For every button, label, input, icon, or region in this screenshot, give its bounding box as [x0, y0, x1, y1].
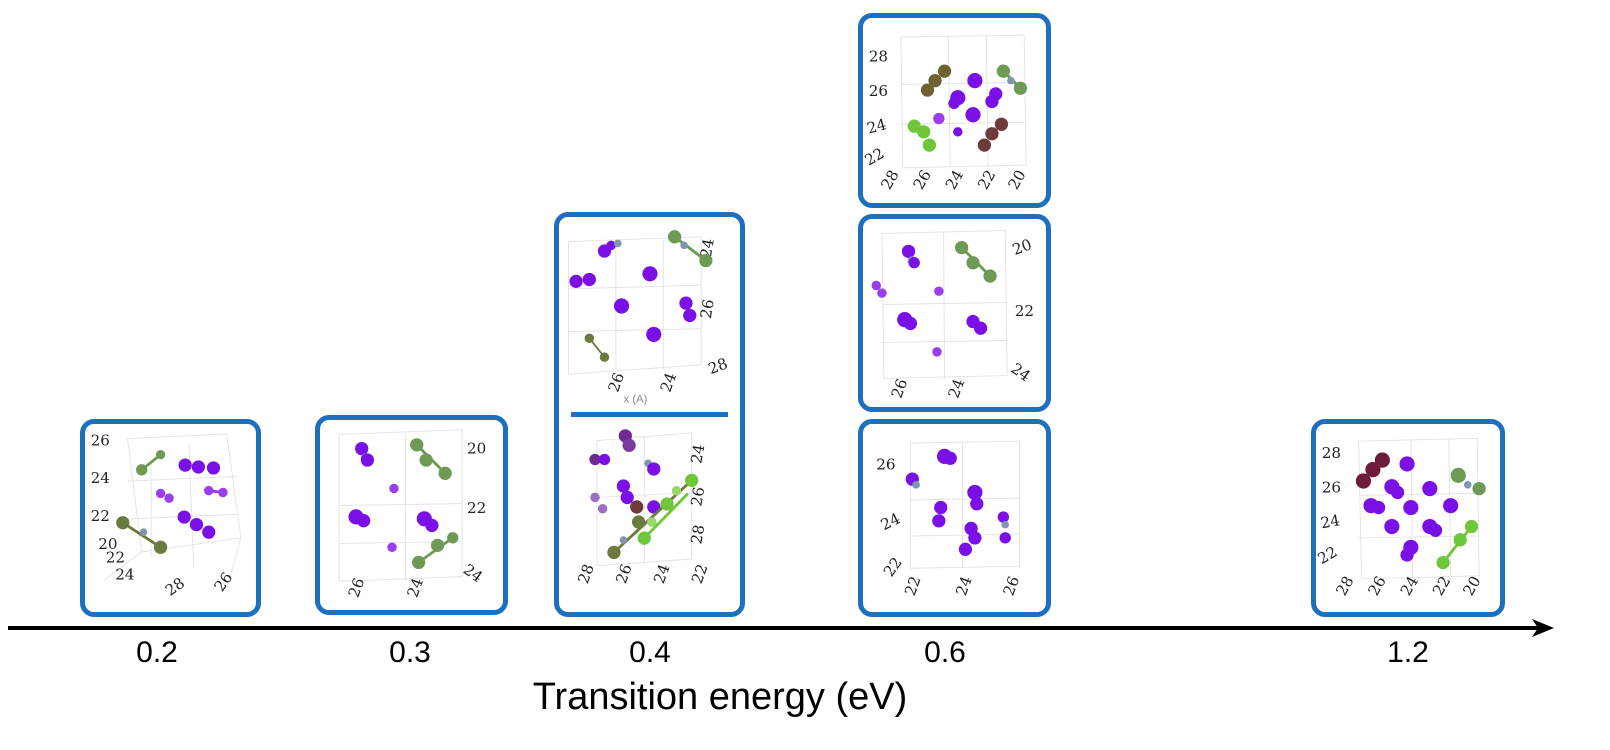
atoms: [116, 449, 228, 554]
tick-label: 20: [1004, 167, 1029, 193]
tick-label: 24: [942, 167, 967, 193]
molecule-plot-0-4: 24 26 28 26 24 x (A) 24 26 28 28 26 24 2…: [568, 230, 730, 586]
tick-label: 24: [697, 237, 718, 259]
tick-label: 28: [706, 354, 730, 378]
structure-panel-0-2: 26 24 22 20 22 24 28 26: [80, 419, 261, 617]
tick-label: 22: [974, 167, 999, 193]
atoms: [1355, 452, 1486, 570]
tick-label: 24: [91, 469, 110, 487]
tick-label: 24: [650, 562, 674, 586]
tick-label: 26: [687, 485, 708, 507]
tick-label: 22: [880, 554, 906, 580]
tick-label: 26: [888, 376, 912, 400]
molecule-plot-0-6-bottom: 26 24 22 22 24 26: [876, 440, 1024, 598]
tick-label: 26: [612, 562, 636, 586]
tick-label: 26: [1365, 573, 1390, 599]
structure-panel-1-2: 28 26 24 22 28 26 24 22 20: [1311, 419, 1505, 617]
tick-label: 22: [863, 144, 887, 169]
tick-label: 22: [1015, 302, 1034, 320]
tick-label: 24: [1319, 511, 1341, 532]
tick-label: 26: [869, 82, 888, 100]
tick-label: 22: [688, 562, 712, 586]
molecule-plot-0-2: 26 24 22 20 22 24 28 26: [91, 431, 242, 600]
tick-label: 28: [574, 562, 598, 586]
tick-label: 24: [460, 560, 486, 586]
tick-label: 26: [1000, 574, 1024, 598]
tick-label: 24: [952, 574, 976, 598]
tick-label: 24: [1008, 359, 1034, 385]
tick-label: 26: [697, 298, 718, 320]
tick-label: 22: [91, 507, 110, 525]
tick-label: 24: [945, 376, 969, 400]
tick-label: 20: [1459, 573, 1484, 599]
axis-arrowhead: [1532, 619, 1554, 637]
atoms: [871, 240, 997, 357]
tick-label: 28: [1322, 444, 1341, 462]
tick-label: 20: [467, 439, 486, 457]
tick-label: 24: [404, 576, 428, 600]
atoms-lower: [589, 429, 699, 560]
axis-label-0-3: 0.3: [389, 636, 431, 669]
structure-panel-0-3: 20 22 24 26 24: [315, 415, 508, 615]
tick-label: 26: [211, 569, 237, 595]
axis-label-0-2: 0.2: [136, 636, 178, 669]
tick-label: 24: [115, 565, 134, 583]
tick-label: 24: [865, 115, 888, 137]
tick-label: 20: [98, 535, 117, 553]
tick-label: 28: [877, 167, 902, 193]
tick-label: 26: [1322, 478, 1341, 496]
axis-label-0-4: 0.4: [629, 636, 671, 669]
molecule-plot-0-3: 20 22 24 26 24: [338, 429, 486, 600]
tick-label: 22: [1316, 543, 1340, 568]
tick-label: 24: [657, 370, 681, 394]
tick-label: 22: [467, 499, 486, 517]
atoms: [348, 438, 459, 570]
structure-panel-0-6-top: 28 26 24 22 28 26 24 22 20: [858, 13, 1051, 208]
atoms: [907, 64, 1028, 152]
molecule-plot-1-2: 28 26 24 22 28 26 24 22 20: [1316, 437, 1486, 599]
molecule-plot-0-6-top: 28 26 24 22 28 26 24 22 20: [863, 34, 1030, 193]
structure-panel-0-6-bottom: 26 24 22 22 24 26: [858, 419, 1051, 617]
tick-label: 26: [605, 370, 629, 394]
tick-label: 28: [1332, 573, 1357, 599]
tick-label: 26: [876, 456, 895, 474]
axis-title: Transition energy (eV): [532, 676, 908, 718]
tick-label: 26: [345, 576, 369, 600]
structure-panel-0-6-middle: 20 22 24 26 24: [858, 214, 1051, 412]
tick-label: 26: [91, 431, 110, 449]
tick-label: 26: [910, 167, 935, 193]
atoms-upper: [569, 230, 713, 362]
tick-label: 22: [901, 574, 925, 598]
molecule-plot-0-6-middle: 20 22 24 26 24: [871, 230, 1034, 401]
axis-label-0-6: 0.6: [924, 636, 966, 669]
tick-label: 28: [162, 574, 188, 600]
x-axis-caption: x (A): [623, 394, 647, 406]
tick-label: 24: [878, 509, 903, 533]
atoms: [905, 448, 1011, 556]
tick-label: 24: [687, 443, 708, 465]
tick-label: 28: [869, 48, 888, 66]
panel-divider: [571, 412, 728, 417]
axis-label-1-2: 1.2: [1387, 636, 1429, 669]
tick-label: 28: [687, 523, 708, 545]
tick-label: 20: [1010, 235, 1034, 259]
tick-label: 22: [106, 548, 125, 566]
